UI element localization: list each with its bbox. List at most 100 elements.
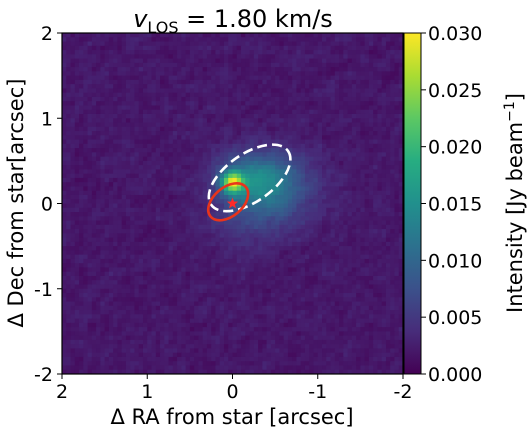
heatmap-cell — [96, 148, 101, 153]
heatmap-cell — [368, 88, 374, 94]
heatmap-cell — [241, 71, 246, 77]
heatmap-cell — [253, 143, 259, 149]
heatmap-cell — [330, 288, 336, 294]
heatmap-cell — [202, 67, 208, 72]
heatmap-cell — [164, 212, 170, 217]
heatmap-cell — [62, 250, 67, 256]
heatmap-cell — [215, 194, 221, 200]
heatmap-cell — [87, 224, 93, 230]
heatmap-cell — [275, 263, 280, 269]
heatmap-cell — [83, 148, 89, 153]
heatmap-cell — [249, 216, 255, 222]
heatmap-cell — [313, 173, 319, 179]
heatmap-cell — [270, 71, 276, 77]
heatmap-cell — [138, 284, 144, 290]
heatmap-cell — [121, 271, 127, 277]
heatmap-cell — [202, 62, 208, 68]
heatmap-cell — [70, 58, 76, 64]
heatmap-cell — [134, 271, 140, 277]
heatmap-cell — [125, 109, 131, 115]
heatmap-cell — [330, 165, 336, 170]
heatmap-cell — [130, 67, 136, 72]
heatmap-cell — [70, 152, 76, 158]
heatmap-cell — [134, 224, 140, 230]
heatmap-cell — [168, 62, 174, 68]
heatmap-cell — [385, 220, 391, 226]
heatmap-cell — [130, 71, 136, 77]
heatmap-cell — [241, 186, 246, 192]
heatmap-cell — [309, 258, 315, 264]
heatmap-cell — [138, 199, 144, 205]
heatmap-cell — [121, 33, 127, 38]
heatmap-cell — [181, 220, 187, 226]
heatmap-cell — [262, 263, 268, 269]
heatmap-cell — [258, 224, 263, 230]
heatmap-cell — [351, 88, 357, 94]
heatmap-cell — [275, 267, 280, 273]
heatmap-cell — [258, 165, 263, 170]
heatmap-cell — [168, 250, 174, 256]
heatmap-cell — [91, 284, 97, 290]
heatmap-cell — [262, 118, 268, 124]
heatmap-cell — [104, 233, 110, 239]
heatmap-cell — [385, 156, 391, 162]
heatmap-cell — [326, 194, 332, 200]
heatmap-cell — [351, 165, 357, 170]
heatmap-cell — [215, 241, 221, 247]
heatmap-cell — [317, 92, 323, 98]
heatmap-cell — [83, 220, 89, 226]
heatmap-cell — [160, 58, 165, 64]
heatmap-cell — [91, 186, 97, 192]
heatmap-cell — [283, 182, 289, 188]
heatmap-cell — [219, 190, 225, 196]
heatmap-cell — [249, 263, 255, 269]
heatmap-cell — [142, 109, 148, 115]
heatmap-cell — [245, 71, 251, 77]
heatmap-cell — [398, 224, 403, 230]
heatmap-cell — [142, 71, 148, 77]
heatmap-cell — [232, 109, 238, 115]
heatmap-cell — [390, 165, 396, 170]
heatmap-cell — [309, 250, 315, 256]
heatmap-cell — [270, 284, 276, 290]
heatmap-cell — [211, 186, 217, 192]
heatmap-cell — [262, 113, 268, 119]
heatmap-cell — [138, 190, 144, 196]
heatmap-cell — [394, 143, 400, 149]
heatmap-cell — [296, 246, 302, 251]
heatmap-cell — [322, 41, 327, 47]
heatmap-cell — [287, 182, 293, 188]
heatmap-cell — [326, 284, 332, 290]
heatmap-cell — [300, 293, 306, 298]
heatmap-cell — [147, 156, 153, 162]
heatmap-cell — [356, 229, 361, 234]
heatmap-cell — [79, 84, 84, 90]
heatmap-cell — [398, 126, 403, 132]
heatmap-cell — [79, 156, 84, 162]
heatmap-cell — [211, 45, 217, 51]
heatmap-cell — [189, 271, 195, 277]
heatmap-cell — [62, 109, 67, 115]
heatmap-cell — [100, 135, 106, 141]
heatmap-cell — [304, 75, 310, 81]
heatmap-cell — [279, 263, 285, 269]
heatmap-cell — [275, 139, 280, 145]
heatmap-cell — [309, 173, 315, 179]
heatmap-cell — [266, 229, 272, 234]
heatmap-cell — [317, 250, 323, 256]
heatmap-cell — [198, 79, 204, 85]
heatmap-cell — [266, 233, 272, 239]
heatmap-cell — [287, 241, 293, 247]
heatmap-cell — [108, 237, 114, 243]
heatmap-cell — [381, 186, 387, 192]
heatmap-cell — [258, 122, 263, 128]
heatmap-cell — [317, 220, 323, 226]
heatmap-cell — [147, 148, 153, 153]
heatmap-cell — [130, 254, 136, 260]
heatmap-cell — [113, 113, 119, 119]
heatmap-cell — [266, 177, 272, 183]
heatmap-cell — [300, 156, 306, 162]
heatmap-cell — [125, 224, 131, 230]
heatmap-cell — [394, 233, 400, 239]
